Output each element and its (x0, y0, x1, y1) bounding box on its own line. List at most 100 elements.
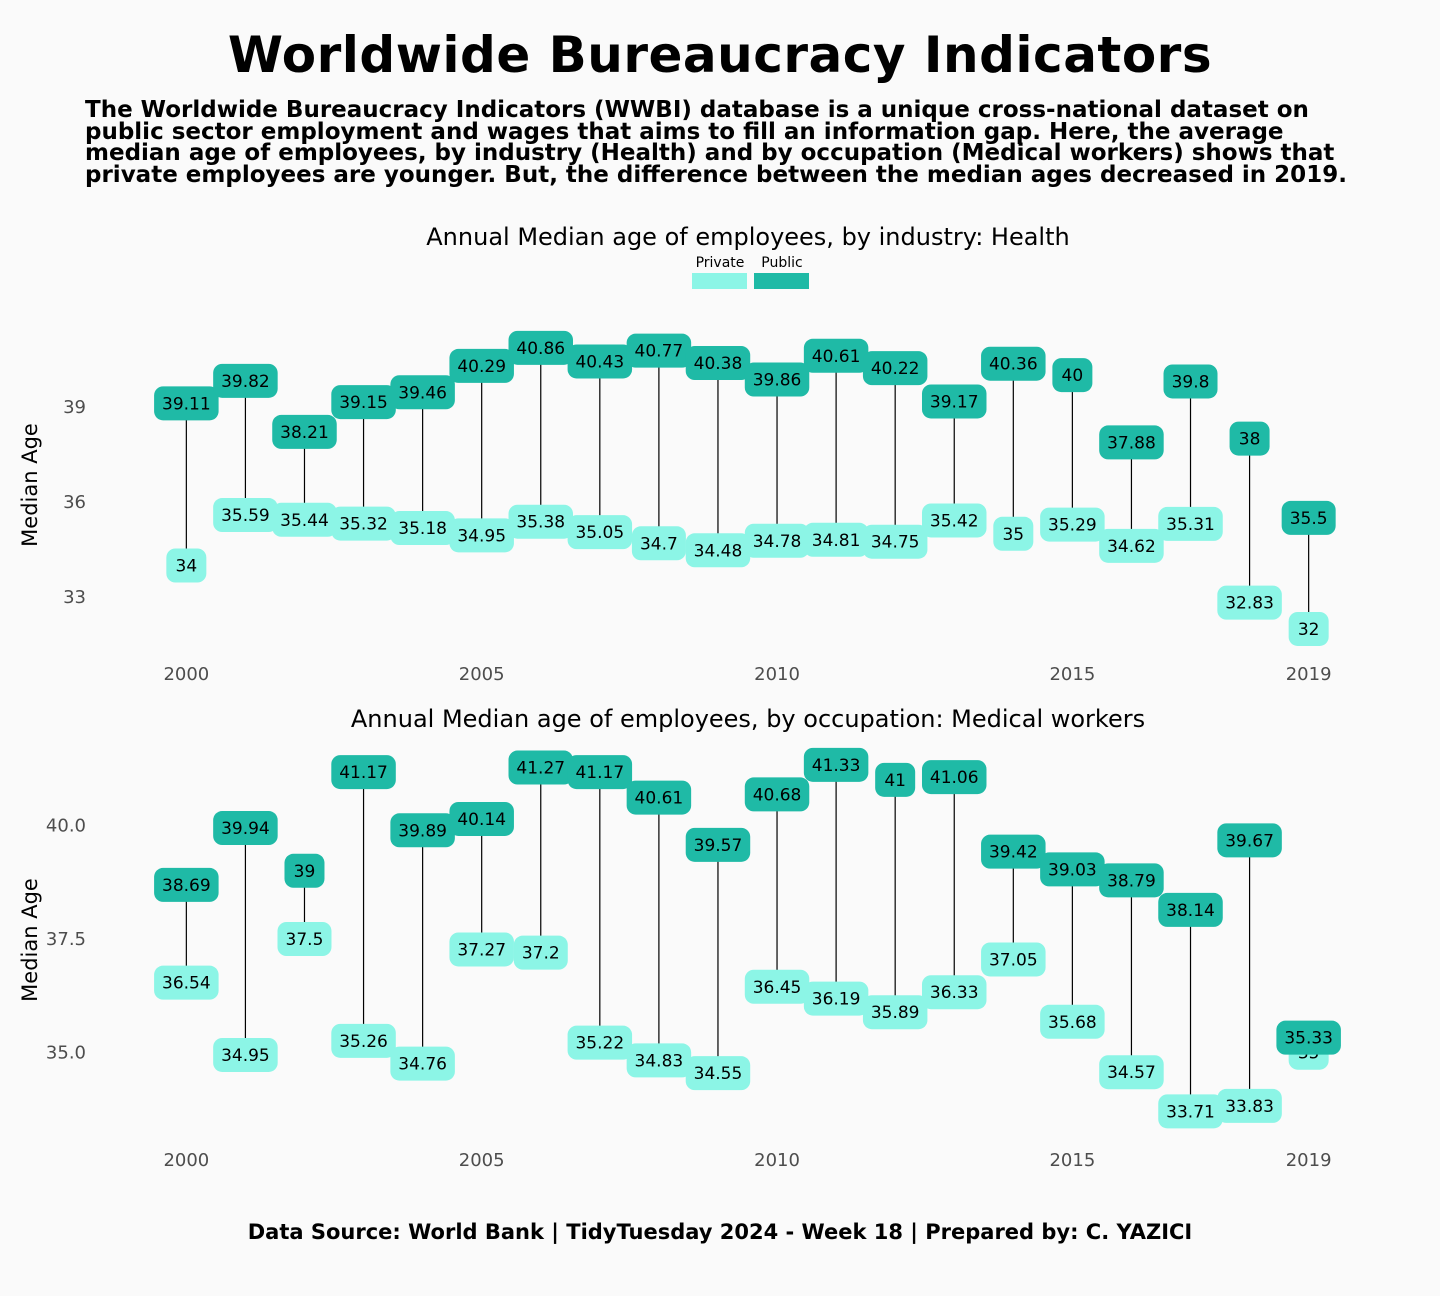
private-value-label: 37.5 (286, 930, 324, 950)
panel-title-health: Annual Median age of employees, by indus… (426, 223, 1069, 251)
private-value-label: 35.22 (575, 1034, 624, 1054)
private-point-box (390, 511, 455, 546)
public-point-box (1158, 892, 1223, 927)
main-title: Worldwide Bureaucracy Indicators (227, 26, 1213, 84)
public-value-label: 38.69 (162, 876, 211, 896)
private-value-label: 36.19 (812, 990, 861, 1010)
private-point-box (993, 516, 1034, 551)
private-value-label: 34.7 (640, 534, 678, 554)
y-tick-label: 35.0 (46, 1043, 86, 1064)
private-point-box (862, 524, 928, 559)
public-value-label: 40.36 (989, 355, 1038, 375)
private-point-box (685, 1056, 751, 1091)
private-point-box (449, 518, 514, 553)
public-point-box (685, 827, 751, 862)
footer-credits: Data Source: World Bank | TidyTuesday 20… (247, 1220, 1193, 1244)
public-value-label: 40.68 (753, 785, 802, 805)
private-value-label: 32.83 (1225, 594, 1274, 614)
legend-public-swatch (754, 273, 809, 289)
x-tick-label: 2019 (1286, 1150, 1332, 1171)
private-value-label: 37.27 (457, 940, 506, 960)
public-value-label: 38.79 (1107, 871, 1156, 891)
public-value-label: 38 (1239, 430, 1261, 450)
private-point-box (685, 533, 751, 568)
private-value-label: 34.62 (1107, 537, 1156, 557)
legend: Private Public (692, 255, 809, 289)
private-point-box (803, 522, 869, 557)
legend-public-label: Public (761, 255, 802, 271)
public-point-box (449, 801, 514, 836)
y-tick-label: 39 (63, 397, 86, 418)
public-point-box (1281, 500, 1336, 535)
y-ticks-health: 33 36 39 (63, 397, 86, 608)
private-value-label: 35.68 (1048, 1013, 1097, 1033)
private-point-box (1040, 1004, 1105, 1039)
public-point-box (1276, 1020, 1341, 1055)
panel-medical-occupation: Annual Median age of employees, by occup… (18, 705, 1341, 1171)
private-value-label: 34.48 (694, 541, 743, 561)
x-tick-label: 2005 (459, 1150, 505, 1171)
public-value-label: 38.14 (1166, 901, 1215, 921)
public-value-label: 38.21 (280, 423, 329, 443)
private-value-label: 34.95 (457, 526, 506, 546)
x-tick-label: 2000 (163, 664, 209, 685)
public-point-box (1040, 852, 1105, 887)
private-value-label: 34.81 (812, 531, 861, 551)
subtitle: The Worldwide Bureaucracy Indicators (WW… (85, 97, 1347, 188)
private-point-box (449, 932, 514, 967)
private-value-label: 34.57 (1107, 1063, 1156, 1083)
public-value-label: 39.11 (162, 394, 211, 414)
private-value-label: 34.78 (753, 532, 802, 552)
public-value-label: 40.61 (812, 347, 861, 367)
public-value-label: 39.89 (398, 821, 447, 841)
public-value-label: 41.06 (930, 768, 979, 788)
public-value-label: 40.14 (457, 810, 506, 830)
public-value-label: 39.46 (398, 383, 447, 403)
private-value-label: 35.42 (930, 511, 979, 531)
private-point-box (981, 942, 1046, 977)
x-tick-label: 2015 (1049, 1150, 1095, 1171)
public-point-box (567, 344, 633, 379)
public-value-label: 40 (1062, 366, 1084, 386)
legend-private-label: Private (696, 255, 745, 271)
y-axis-label-medical: Median Age (18, 878, 42, 1002)
public-value-label: 40.77 (635, 342, 684, 362)
private-value-label: 34.55 (694, 1064, 743, 1084)
public-point-box (1229, 421, 1270, 456)
public-value-label: 40.22 (871, 359, 920, 379)
public-value-label: 35.5 (1290, 509, 1328, 529)
private-value-label: 35.18 (398, 519, 447, 539)
private-value-label: 35.26 (339, 1032, 388, 1052)
public-value-label: 39.03 (1048, 860, 1097, 880)
points-medical: 36.54 38.69 34.95 39.94 37.5 39 35.26 41.17 34.7… (154, 747, 1341, 1129)
x-tick-label: 2019 (1286, 664, 1332, 685)
public-point-box (803, 338, 869, 373)
public-point-box (508, 750, 574, 785)
public-point-box (875, 762, 916, 797)
points-health: 34 39.11 35.59 39.82 35.44 38.21 35.32 39.15 35.… (154, 330, 1336, 646)
private-point-box (1158, 506, 1223, 541)
public-point-box (626, 333, 692, 368)
public-point-box (685, 346, 751, 381)
private-point-box (390, 1046, 455, 1081)
x-tick-label: 2015 (1049, 664, 1095, 685)
public-point-box (862, 351, 928, 386)
public-point-box (1217, 823, 1282, 858)
public-point-box (390, 375, 455, 410)
public-value-label: 41.17 (339, 763, 388, 783)
x-ticks-health: 2000 2005 2010 2015 2019 (163, 664, 1331, 685)
private-point-box (803, 981, 869, 1016)
public-value-label: 37.88 (1107, 433, 1156, 453)
private-value-label: 35.31 (1166, 515, 1215, 535)
public-point-box (284, 853, 325, 888)
private-value-label: 37.05 (989, 950, 1038, 970)
public-point-box (272, 414, 337, 449)
panel-health-industry: Annual Median age of employees, by indus… (18, 223, 1336, 685)
private-point-box (1288, 611, 1329, 646)
private-point-box (154, 965, 219, 1000)
private-point-box (1040, 507, 1105, 542)
public-value-label: 39.86 (753, 371, 802, 391)
private-point-box (166, 548, 207, 583)
private-point-box (744, 969, 810, 1004)
public-value-label: 39.17 (930, 392, 979, 412)
